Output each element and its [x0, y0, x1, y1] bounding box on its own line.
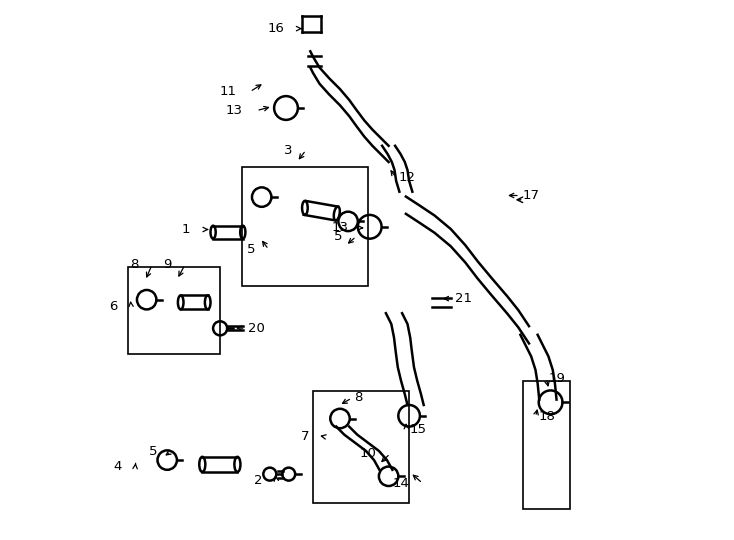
Bar [523, 381, 570, 509]
Bar [128, 267, 220, 354]
Text: 13: 13 [226, 104, 243, 117]
Text: 13: 13 [331, 221, 348, 234]
Text: 2: 2 [254, 474, 263, 487]
Text: 12: 12 [399, 171, 415, 184]
Text: 3: 3 [284, 144, 292, 157]
Text: 5: 5 [334, 230, 343, 243]
Text: 19: 19 [549, 372, 566, 384]
Text: 5: 5 [247, 243, 255, 256]
Text: 16: 16 [268, 22, 285, 35]
Text: 11: 11 [219, 85, 236, 98]
Text: 8: 8 [130, 258, 139, 271]
Text: 21: 21 [455, 292, 472, 305]
Text: 1: 1 [182, 223, 190, 236]
Text: 8: 8 [355, 392, 363, 404]
Text: 10: 10 [360, 447, 377, 460]
Text: 20: 20 [248, 322, 265, 335]
Text: 18: 18 [538, 410, 555, 423]
Text: 14: 14 [392, 477, 409, 490]
Bar [241, 167, 368, 286]
Text: 4: 4 [114, 460, 122, 472]
Bar [313, 392, 409, 503]
Text: 17: 17 [523, 189, 539, 202]
Text: 5: 5 [149, 445, 158, 458]
Text: 6: 6 [109, 300, 117, 313]
Text: 15: 15 [409, 423, 426, 436]
Text: 7: 7 [301, 430, 309, 443]
Text: 9: 9 [163, 258, 172, 271]
